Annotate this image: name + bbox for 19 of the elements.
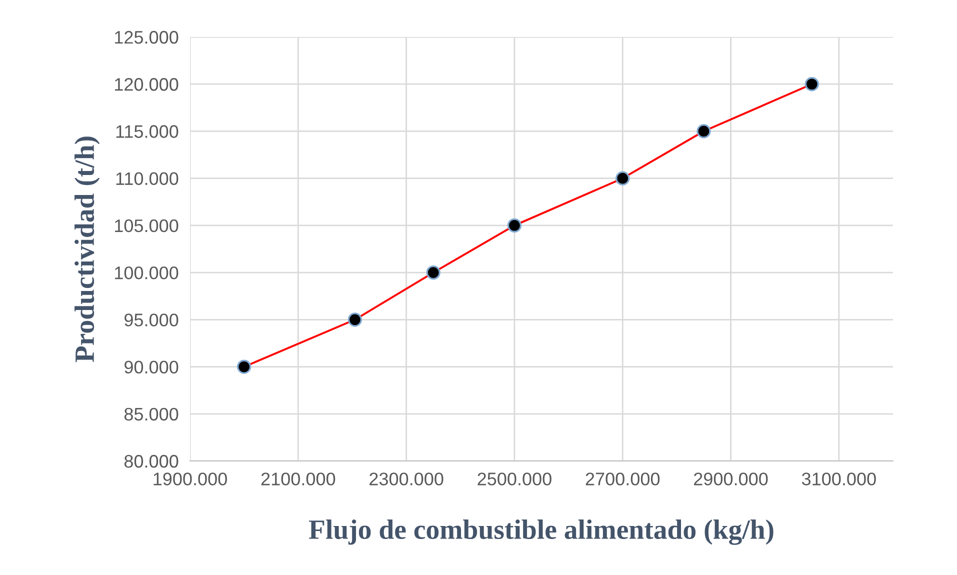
y-tick-label: 120.000 xyxy=(115,78,178,91)
y-tick-label: 115.000 xyxy=(116,125,178,138)
x-tick-label: 2900.000 xyxy=(694,472,768,486)
y-tick-label: 95.000 xyxy=(124,314,178,326)
y-tick-label: 80.000 xyxy=(124,454,178,468)
y-tick-label: 110.000 xyxy=(116,172,178,186)
x-tick-label: 2500.000 xyxy=(478,472,552,486)
y-tick-label: 125.000 xyxy=(115,30,178,44)
y-tick-label: 105.000 xyxy=(115,219,178,232)
y-tick-label: 90.000 xyxy=(124,360,178,374)
x-tick-label: 3100.000 xyxy=(802,472,876,486)
x-tick-label: 2300.000 xyxy=(370,472,444,486)
x-axis-title: Flujo de combustible alimentado (kg/h) xyxy=(308,520,774,545)
y-axis-title: Productividad (t/h) xyxy=(74,136,100,362)
x-tick-label: 1900.000 xyxy=(154,472,227,486)
y-tick-label: 100.000 xyxy=(115,266,178,280)
x-tick-label: 2700.000 xyxy=(586,472,660,486)
x-tick-label: 2100.000 xyxy=(261,472,336,486)
y-tick-label: 85.000 xyxy=(124,408,178,421)
